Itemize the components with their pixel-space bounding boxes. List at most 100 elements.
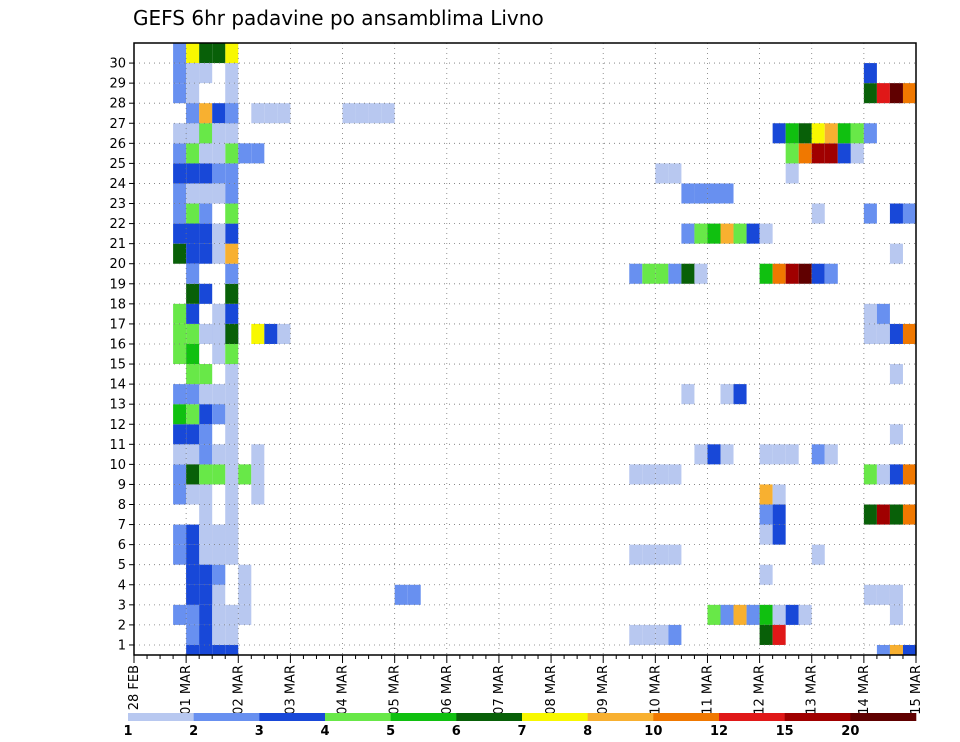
y-tick-label: 9 — [118, 478, 126, 493]
precip-cell — [199, 564, 213, 585]
precip-cell — [824, 143, 838, 164]
x-tick-label: 28 FEB — [127, 665, 142, 710]
precip-cell — [225, 163, 239, 184]
precip-cell — [225, 43, 239, 64]
precip-cell — [225, 223, 239, 244]
precip-cell — [407, 584, 421, 605]
precip-cell — [759, 263, 773, 284]
precip-cell — [225, 604, 239, 625]
x-tick-label: 02 MAR — [231, 665, 246, 715]
precip-cell — [863, 303, 877, 324]
y-tick-label: 10 — [109, 458, 126, 473]
precip-cell — [629, 624, 643, 645]
precip-cell — [173, 404, 187, 425]
precip-cell — [212, 243, 226, 264]
y-tick-label: 24 — [109, 177, 126, 192]
x-tick-label: 13 MAR — [805, 665, 820, 715]
precip-cell — [863, 504, 877, 525]
precip-cell — [642, 544, 656, 565]
y-tick-label: 15 — [109, 358, 126, 373]
precip-cell — [759, 524, 773, 545]
y-tick-label: 27 — [109, 117, 126, 132]
precip-cell — [212, 544, 226, 565]
precip-cell — [186, 163, 200, 184]
precip-cell — [251, 464, 265, 485]
colorbar-label: 5 — [386, 724, 395, 739]
precip-cell — [863, 123, 877, 144]
precip-cell — [655, 624, 669, 645]
y-tick-label: 20 — [109, 257, 126, 272]
precip-cell — [225, 243, 239, 264]
precip-cell — [720, 223, 734, 244]
y-tick-label: 8 — [118, 498, 126, 513]
colorbar-label: 7 — [517, 724, 526, 739]
precip-cell — [759, 223, 773, 244]
precip-cell — [173, 424, 187, 445]
precip-cell — [876, 83, 890, 104]
precip-cell — [889, 504, 903, 525]
precip-cell — [707, 183, 721, 204]
precip-cell — [186, 63, 200, 84]
precip-cell — [368, 103, 382, 124]
precip-cell — [759, 604, 773, 625]
precip-cell — [863, 584, 877, 605]
precip-cell — [199, 524, 213, 545]
colorbar-swatch — [719, 713, 785, 721]
precip-cell — [355, 103, 369, 124]
precip-cell — [889, 464, 903, 485]
y-tick-label: 1 — [118, 638, 126, 653]
precip-cell — [173, 524, 187, 545]
y-tick-label: 14 — [109, 378, 126, 393]
precip-cell — [199, 624, 213, 645]
precip-cell — [850, 123, 864, 144]
x-tick-label: 08 MAR — [544, 665, 559, 715]
precip-cell — [212, 564, 226, 585]
precip-cell — [212, 143, 226, 164]
precip-cell — [199, 143, 213, 164]
precip-cell — [225, 83, 239, 104]
precip-cell — [225, 484, 239, 505]
precip-cell — [694, 183, 708, 204]
precip-cell — [681, 183, 695, 204]
precip-cell — [212, 183, 226, 204]
precip-cell — [212, 644, 226, 655]
precip-cell — [212, 444, 226, 465]
precip-cell — [785, 604, 799, 625]
precip-cell — [212, 604, 226, 625]
precip-cell — [186, 243, 200, 264]
precip-cell — [720, 604, 734, 625]
precip-cell — [785, 123, 799, 144]
precip-cell — [186, 604, 200, 625]
precip-cell — [707, 223, 721, 244]
precip-cell — [225, 624, 239, 645]
precip-cell — [238, 604, 252, 625]
precip-cell — [199, 584, 213, 605]
y-tick-label: 22 — [109, 217, 126, 232]
precip-cell — [225, 203, 239, 224]
colorbar-swatch — [456, 713, 523, 721]
precip-cell — [772, 484, 786, 505]
precip-cell — [655, 544, 669, 565]
chart-title: GEFS 6hr padavine po ansamblima Livno — [133, 6, 544, 30]
colorbar-label: 15 — [776, 724, 794, 739]
precip-cell — [173, 203, 187, 224]
colorbar-label: 3 — [255, 724, 264, 739]
y-tick-label: 26 — [109, 137, 126, 152]
precip-cell — [863, 63, 877, 84]
precip-cell — [629, 263, 643, 284]
precip-cell — [212, 323, 226, 344]
precip-cell — [889, 323, 903, 344]
precip-cell — [225, 444, 239, 465]
precip-cell — [212, 404, 226, 425]
precip-cell — [811, 143, 825, 164]
precip-cell — [811, 203, 825, 224]
precip-cell — [277, 323, 291, 344]
y-tick-label: 6 — [118, 538, 126, 553]
precip-cell — [772, 604, 786, 625]
precip-cell — [681, 263, 695, 284]
precip-cell — [199, 243, 213, 264]
precip-cell — [186, 524, 200, 545]
y-tick-label: 7 — [118, 518, 126, 533]
precip-cell — [863, 464, 877, 485]
colorbar-swatch — [587, 713, 654, 721]
